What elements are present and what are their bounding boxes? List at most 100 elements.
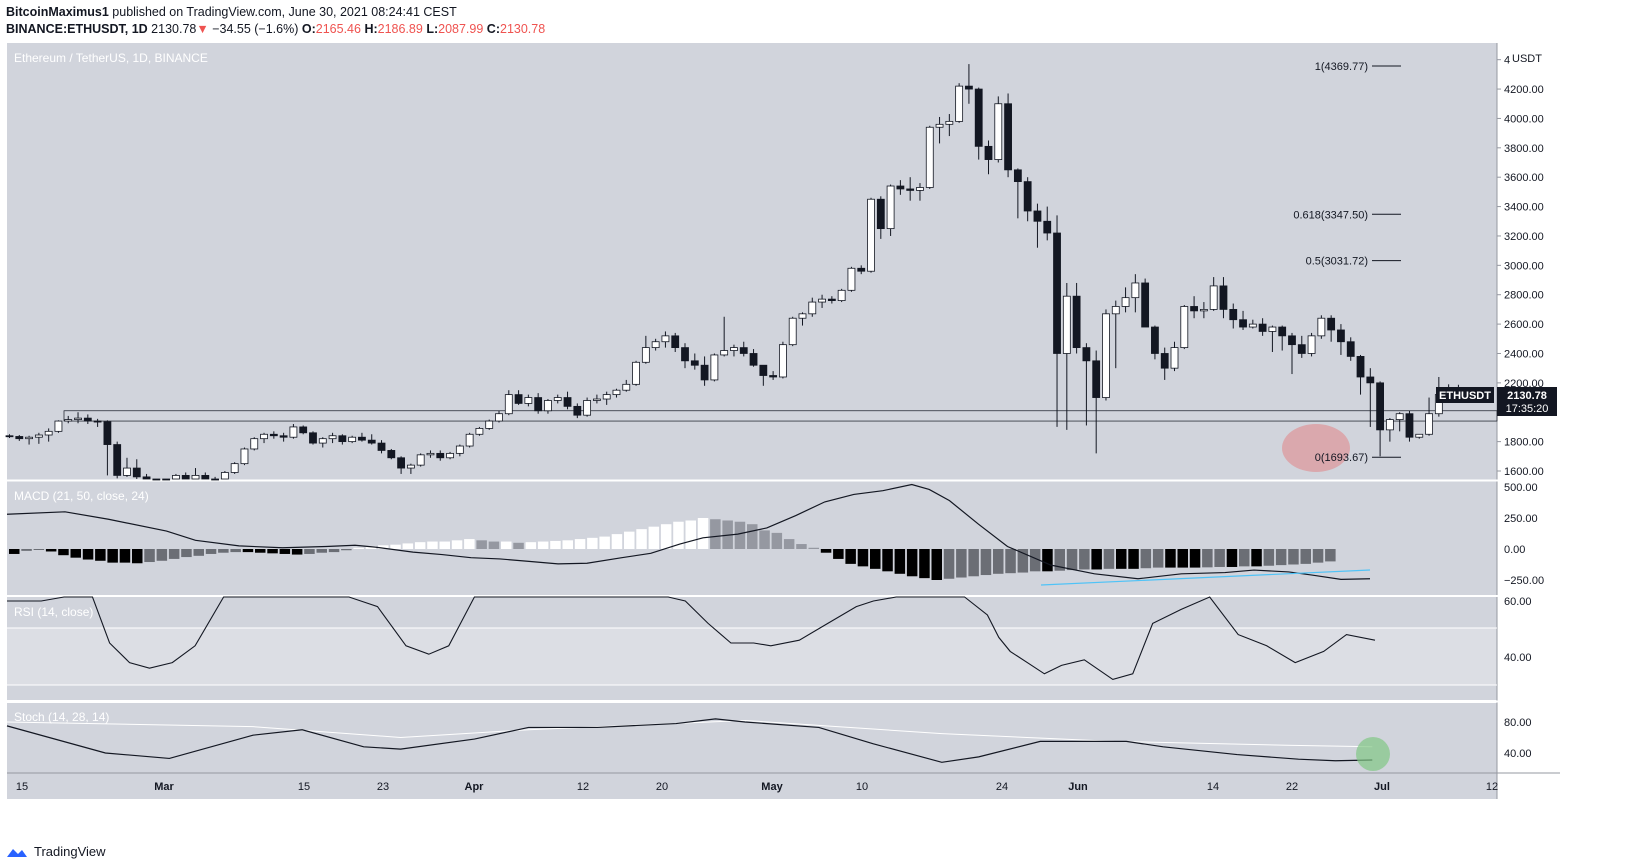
x-tick-label: 22 (1286, 781, 1298, 793)
macd-histogram-bar (378, 545, 389, 549)
candle-up (64, 419, 73, 422)
candle-down (1141, 282, 1150, 328)
high-value: 2186.89 (377, 22, 423, 36)
candle-up (348, 436, 357, 443)
macd-histogram-bar (550, 540, 561, 549)
price-tag[interactable] (1497, 387, 1557, 416)
macd-histogram-bar (870, 549, 881, 569)
candle-up (1307, 335, 1316, 354)
candle-up (955, 85, 964, 122)
macd-histogram-bar (70, 549, 81, 558)
candle-up (1180, 306, 1189, 349)
candle-up (1102, 313, 1110, 398)
candle-down (1327, 317, 1336, 331)
candle-up (260, 433, 268, 440)
candle-down (984, 145, 993, 160)
candle-up (779, 344, 787, 378)
y-tick-label: 3200.00 (1504, 231, 1544, 243)
macd-histogram-bar (943, 549, 955, 579)
candle-down (749, 353, 758, 366)
symbol-tag-text: ETHUSDT (1439, 390, 1491, 402)
macd-histogram-bar (242, 549, 254, 553)
candle-up (416, 454, 425, 466)
symbol-tag[interactable] (1436, 387, 1494, 403)
macd-histogram-bar (1066, 549, 1078, 571)
candle-up (455, 445, 464, 454)
macd-histogram-bar (1263, 549, 1275, 566)
macd-histogram-bar (1017, 549, 1029, 573)
y-tick-label: 2600.00 (1504, 319, 1544, 331)
macd-histogram-bar (894, 549, 906, 574)
candle-up (1317, 317, 1326, 337)
tradingview-footer[interactable]: TradingView (6, 844, 106, 859)
candle-down (1219, 285, 1228, 310)
macd-histogram-bar (119, 549, 131, 563)
candle-up (593, 398, 601, 401)
candle-up (25, 436, 33, 440)
macd-tick-label: −250.00 (1504, 575, 1544, 587)
publish-text: published on TradingView.com, June 30, 2… (108, 5, 457, 19)
candle-down (397, 457, 406, 469)
candle-up (1395, 413, 1404, 420)
macd-histogram-bar (734, 521, 746, 549)
price-pane[interactable] (7, 43, 1497, 480)
macd-histogram-bar (1325, 549, 1336, 562)
candle-up (720, 350, 729, 356)
candle-up (925, 126, 934, 188)
candle-up (74, 417, 82, 420)
candle-down (113, 444, 122, 476)
author-name[interactable]: BitcoinMaximus1 (6, 5, 109, 19)
candle-down (1376, 382, 1384, 431)
candle-down (201, 475, 210, 480)
x-tick-label: 15 (16, 781, 28, 793)
x-tick-label: Jul (1374, 781, 1390, 793)
macd-histogram-bar (1116, 549, 1127, 569)
last-price: 2130.78 (151, 22, 197, 36)
candle-down (377, 442, 386, 451)
macd-histogram-bar (451, 540, 463, 549)
fib-label: 0.5(3031.72) (1306, 256, 1368, 268)
candle-up (1385, 419, 1394, 431)
candle-down (876, 198, 885, 230)
macd-histogram-bar (58, 549, 69, 556)
candle-up (250, 438, 259, 450)
rsi-tick-label: 60.00 (1504, 596, 1532, 608)
macd-histogram-bar (353, 547, 364, 549)
x-tick-label: 12 (1486, 781, 1498, 793)
candle-up (240, 448, 249, 465)
candle-up (651, 341, 660, 349)
macd-histogram-bar (255, 549, 266, 553)
candle-up (544, 400, 552, 412)
y-tick-label: 4200.00 (1504, 84, 1544, 96)
macd-histogram-bar (673, 521, 684, 549)
macd-histogram-bar (144, 549, 155, 563)
macd-histogram-bar (1239, 549, 1250, 567)
macd-histogram-bar (1251, 549, 1262, 567)
candle-up (1062, 295, 1071, 354)
candle-down (1239, 319, 1247, 328)
macd-histogram-bar (1091, 549, 1102, 570)
macd-histogram-bar (636, 529, 647, 549)
candle-down (1405, 413, 1414, 438)
time-axis[interactable] (7, 773, 1497, 799)
y-tick-label: 4000.00 (1504, 113, 1544, 125)
y-tick-label: 2400.00 (1504, 348, 1544, 360)
stoch-pane[interactable] (7, 703, 1497, 773)
macd-histogram-bar (747, 524, 758, 549)
candle-down (1151, 326, 1159, 354)
macd-histogram-bar (1054, 549, 1065, 571)
macd-histogram-bar (537, 541, 549, 549)
x-tick-label: 10 (856, 781, 868, 793)
open-value: 2165.46 (315, 22, 361, 36)
candle-up (426, 452, 435, 456)
candle-down (1160, 353, 1169, 369)
candle-down (338, 435, 347, 443)
candle-down (1082, 347, 1091, 362)
macd-histogram-bar (796, 544, 807, 549)
stoch-highlight (1356, 737, 1390, 771)
y-tick-label: 1600.00 (1504, 466, 1544, 478)
macd-histogram-bar (525, 542, 537, 549)
fib-label: 0(1693.67) (1315, 452, 1368, 464)
candle-down (1013, 169, 1022, 183)
